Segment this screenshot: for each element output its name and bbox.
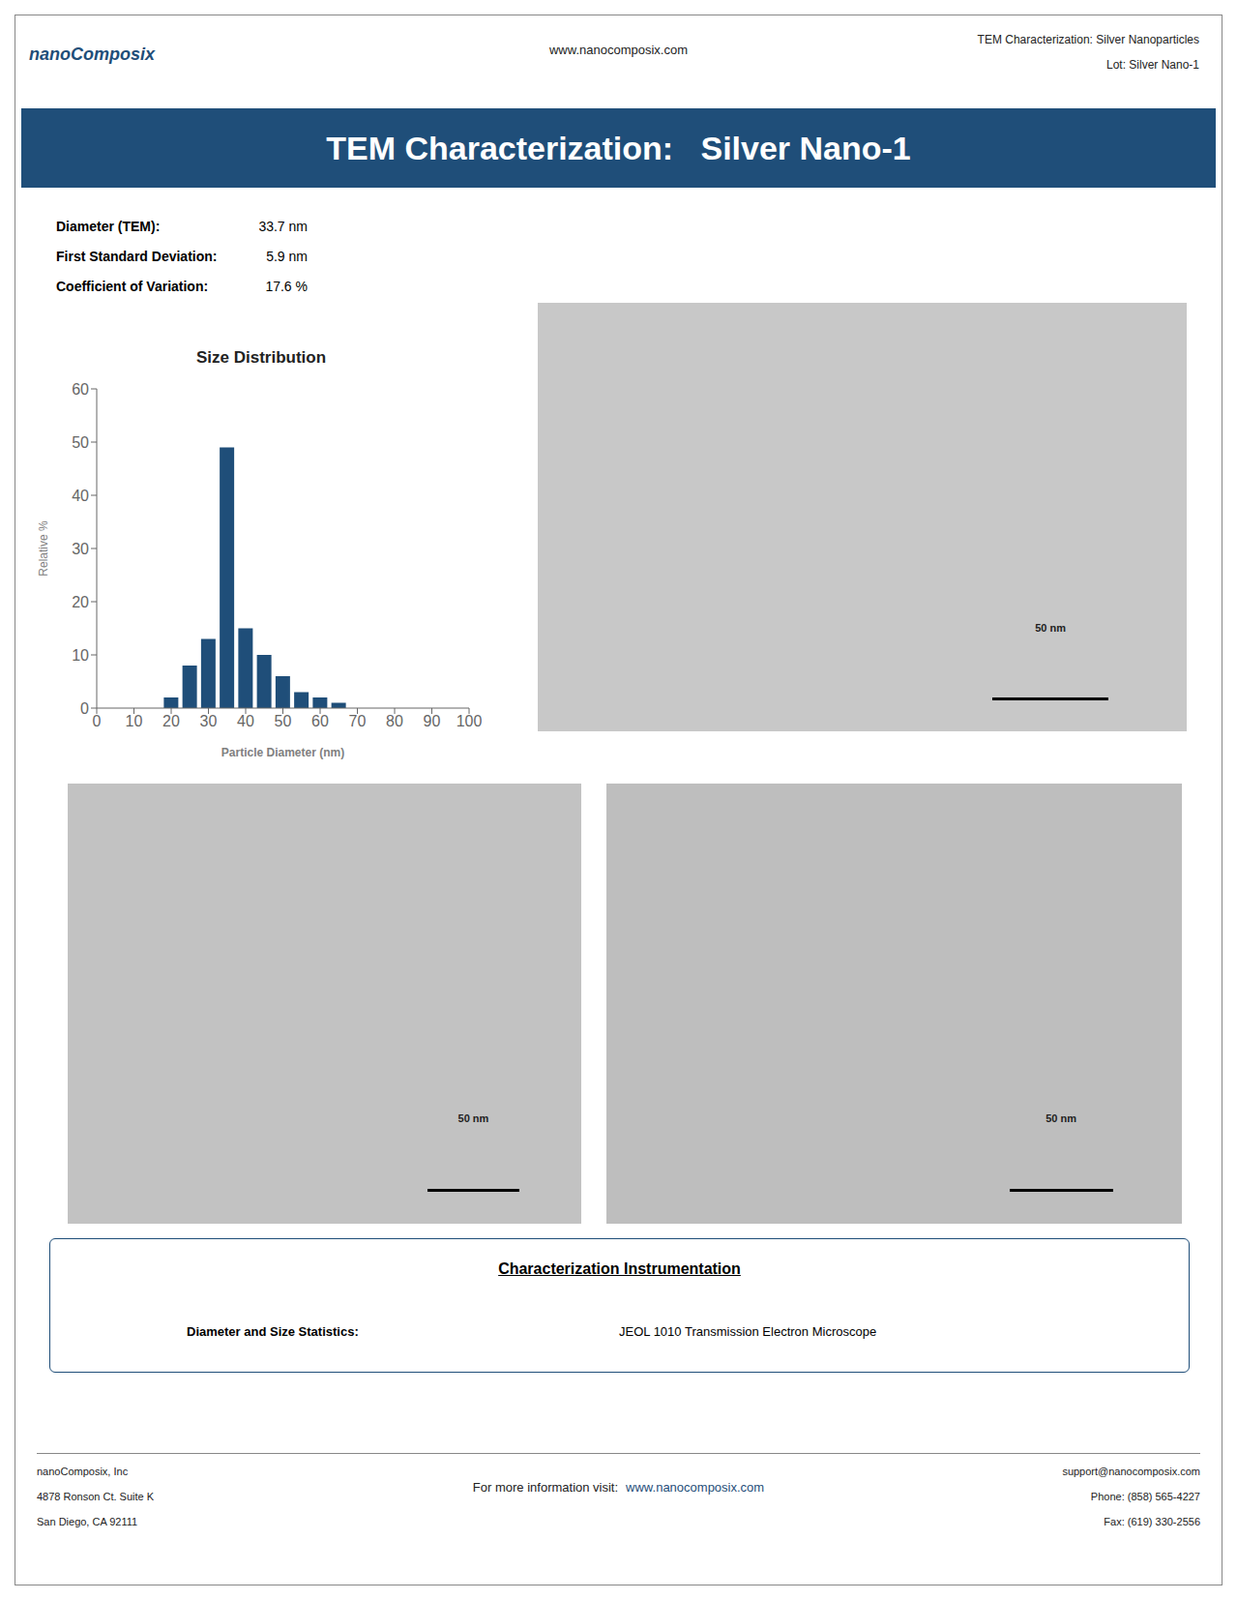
svg-text:10: 10 xyxy=(71,647,89,664)
svg-text:20: 20 xyxy=(162,712,180,730)
svg-text:10: 10 xyxy=(125,712,144,730)
svg-text:50: 50 xyxy=(71,434,89,451)
svg-text:30: 30 xyxy=(200,712,218,730)
html-text:San Diego, CA 92111: San Diego, CA 92111 xyxy=(36,1515,138,1528)
html-text:17.6 %: 17.6 % xyxy=(265,278,308,295)
svg-text:20: 20 xyxy=(71,593,89,611)
html-text:Characterization Instrumentati: Characterization Instrumentation xyxy=(498,1260,741,1277)
html-text:nano Composix: nano Composix xyxy=(29,44,155,64)
svg-text:80: 80 xyxy=(385,712,404,730)
html-text:For more information visit:: For more information visit: xyxy=(472,1479,619,1495)
svg-text:0: 0 xyxy=(92,712,102,730)
svg-text:60: 60 xyxy=(311,712,329,730)
html-text:www.nanocomposix.com: www.nanocomposix.com xyxy=(625,1479,765,1495)
html-text:Coefficient of Variation:: Coefficient of Variation: xyxy=(56,278,209,295)
svg-text:50: 50 xyxy=(274,712,293,730)
html-text:50 nm: 50 nm xyxy=(458,1112,489,1124)
svg-text:Particle Diameter (nm): Particle Diameter (nm) xyxy=(221,745,345,760)
html-text:33.7 nm: 33.7 nm xyxy=(258,218,308,235)
svg-text:90: 90 xyxy=(423,712,442,730)
html-text:4878 Ronson Ct. Suite K: 4878 Ronson Ct. Suite K xyxy=(36,1490,154,1503)
svg-text:40: 40 xyxy=(236,712,255,730)
html-text:TEM Characterization: Silver N: TEM Characterization: Silver Nanoparticl… xyxy=(977,32,1200,47)
html-text:Phone: (858) 565-4227: Phone: (858) 565-4227 xyxy=(1090,1490,1201,1503)
svg-text:70: 70 xyxy=(349,712,367,730)
svg-text:60: 60 xyxy=(71,381,89,398)
svg-text:40: 40 xyxy=(71,487,89,504)
html-text:Diameter (TEM):: Diameter (TEM): xyxy=(56,218,160,235)
html-text:Diameter and Size Statistics:: Diameter and Size Statistics: xyxy=(186,1324,359,1339)
html-text:First Standard Deviation:: First Standard Deviation: xyxy=(56,248,218,265)
html-text:50 nm: 50 nm xyxy=(1035,622,1066,634)
svg-text:100: 100 xyxy=(456,712,483,730)
svg-text:30: 30 xyxy=(71,540,89,558)
html-text:support@nanocomposix.com: support@nanocomposix.com xyxy=(1062,1465,1201,1477)
svg-text:Relative %: Relative % xyxy=(36,520,51,577)
html-text:nanoComposix, Inc: nanoComposix, Inc xyxy=(36,1465,128,1477)
html-text:Fax: (619) 330-2556: Fax: (619) 330-2556 xyxy=(1103,1515,1201,1528)
html-text:JEOL 1010 Transmission Electro: JEOL 1010 Transmission Electron Microsco… xyxy=(618,1324,877,1339)
html-text:Size Distribution: Size Distribution xyxy=(196,348,327,367)
html-text:5.9 nm: 5.9 nm xyxy=(266,248,308,265)
html-text:Lot: Silver Nano-1: Lot: Silver Nano-1 xyxy=(1106,58,1200,72)
html-text:TEM Characterization: Silver N: TEM Characterization: Silver Nano-1 xyxy=(326,129,911,166)
html-text:www.nanocomposix.com: www.nanocomposix.com xyxy=(549,42,688,58)
svg-text:0: 0 xyxy=(80,700,89,717)
html-text:50 nm: 50 nm xyxy=(1045,1112,1077,1124)
